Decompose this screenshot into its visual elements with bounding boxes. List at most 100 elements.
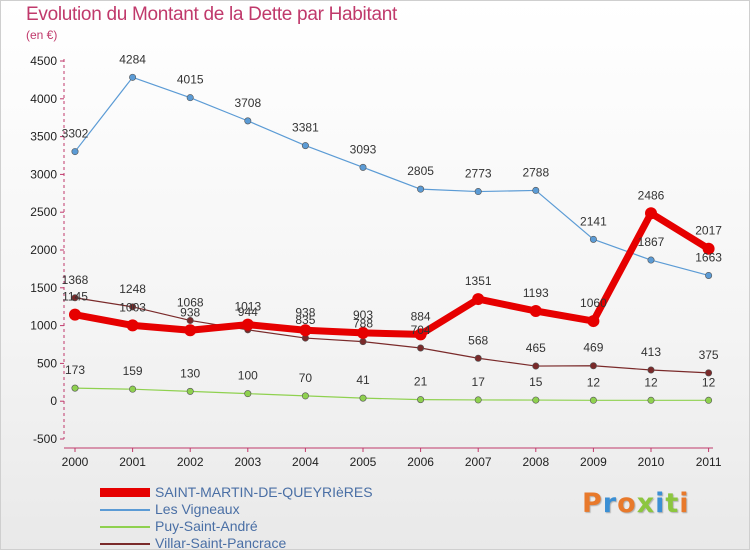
data-point bbox=[129, 385, 137, 393]
data-label: 1663 bbox=[695, 250, 722, 264]
data-label: 159 bbox=[123, 364, 143, 378]
data-label: 3708 bbox=[234, 96, 261, 110]
data-point bbox=[184, 324, 197, 337]
data-label: 17 bbox=[472, 375, 486, 389]
y-tick-label: 0 bbox=[50, 394, 57, 408]
series-line-1 bbox=[74, 76, 709, 277]
data-point bbox=[417, 396, 425, 404]
data-point bbox=[589, 235, 597, 243]
legend-label: SAINT-MARTIN-DE-QUEYRIèRES bbox=[155, 484, 373, 500]
chart-subtitle: (en €) bbox=[26, 28, 58, 42]
data-label: 41 bbox=[356, 373, 370, 387]
series-line-3 bbox=[74, 297, 709, 374]
data-label: 938 bbox=[295, 305, 315, 319]
data-point bbox=[647, 366, 655, 374]
data-label: 1248 bbox=[119, 282, 146, 296]
y-tick-label: 3500 bbox=[30, 130, 57, 144]
series-line-2 bbox=[74, 387, 709, 401]
data-label: 903 bbox=[353, 308, 373, 322]
data-point bbox=[359, 338, 367, 346]
data-label: 413 bbox=[641, 345, 661, 359]
data-point bbox=[71, 384, 79, 392]
data-point bbox=[587, 315, 600, 328]
data-label: 2788 bbox=[522, 165, 549, 179]
y-tick-label: 4500 bbox=[30, 54, 57, 68]
y-tick-label: 2500 bbox=[30, 205, 57, 219]
data-point bbox=[705, 369, 713, 377]
legend-swatch bbox=[100, 509, 150, 511]
data-point bbox=[69, 308, 81, 321]
legend-label: Les Vigneaux bbox=[155, 501, 240, 517]
data-label: 1351 bbox=[465, 274, 492, 288]
data-point bbox=[414, 328, 427, 341]
data-label: 1193 bbox=[523, 286, 549, 300]
data-point bbox=[705, 271, 713, 279]
data-point bbox=[417, 185, 425, 193]
data-label: 3093 bbox=[350, 142, 377, 156]
data-label: 3302 bbox=[62, 127, 89, 141]
data-point bbox=[529, 305, 542, 318]
y-tick-label: 2000 bbox=[30, 243, 57, 257]
legend-label: Puy-Saint-André bbox=[155, 518, 258, 534]
legend-swatch bbox=[100, 488, 150, 497]
data-point bbox=[705, 396, 713, 404]
y-tick-label: 4000 bbox=[30, 92, 57, 106]
data-label: 2017 bbox=[695, 224, 722, 238]
data-point bbox=[645, 207, 657, 220]
data-label: 1867 bbox=[638, 235, 665, 249]
x-tick-label: 2006 bbox=[407, 455, 434, 469]
y-tick-label: -500 bbox=[33, 432, 57, 446]
data-point bbox=[186, 316, 194, 324]
data-label: 568 bbox=[468, 333, 488, 347]
data-label: 2486 bbox=[638, 188, 665, 202]
data-label: 944 bbox=[238, 305, 258, 319]
data-point bbox=[647, 256, 655, 264]
y-tick-label: 1000 bbox=[30, 319, 57, 333]
y-tick-label: 500 bbox=[37, 356, 57, 370]
data-point bbox=[186, 94, 194, 102]
data-point bbox=[647, 396, 655, 404]
data-label: 173 bbox=[65, 363, 85, 377]
data-point bbox=[241, 318, 254, 331]
data-label: 12 bbox=[587, 375, 601, 389]
data-point bbox=[359, 394, 367, 402]
data-point bbox=[589, 396, 597, 404]
data-point bbox=[472, 293, 485, 306]
data-point bbox=[359, 163, 367, 171]
data-label: 2805 bbox=[407, 164, 434, 178]
legend-label: Villar-Saint-Pancrace bbox=[155, 535, 287, 551]
data-label: 375 bbox=[699, 348, 719, 362]
data-label: 130 bbox=[180, 366, 200, 380]
series-line-0 bbox=[74, 209, 711, 338]
data-label: 12 bbox=[644, 375, 658, 389]
y-tick-label: 1500 bbox=[30, 281, 57, 295]
proxiti-logo: Proxiti bbox=[582, 488, 690, 519]
x-tick-label: 2009 bbox=[580, 455, 607, 469]
x-tick-label: 2011 bbox=[696, 455, 722, 469]
data-label: 100 bbox=[238, 369, 258, 383]
data-label: 704 bbox=[411, 323, 431, 337]
data-point bbox=[186, 387, 194, 395]
data-point bbox=[474, 188, 482, 196]
data-point bbox=[244, 117, 252, 125]
data-label: 21 bbox=[414, 375, 428, 389]
data-point bbox=[474, 354, 482, 362]
data-point bbox=[301, 142, 309, 150]
data-point bbox=[129, 303, 137, 311]
data-point bbox=[299, 324, 312, 337]
legend-swatch bbox=[100, 543, 150, 545]
data-label: 15 bbox=[529, 375, 543, 389]
data-label: 3381 bbox=[292, 121, 319, 135]
x-tick-label: 2002 bbox=[177, 455, 204, 469]
data-point bbox=[244, 390, 252, 398]
data-label: 2141 bbox=[580, 214, 607, 228]
data-label: 1013 bbox=[234, 300, 261, 314]
x-tick-label: 2003 bbox=[234, 455, 261, 469]
data-label: 4284 bbox=[119, 52, 146, 66]
x-tick-label: 2005 bbox=[350, 455, 377, 469]
data-label: 465 bbox=[526, 341, 546, 355]
data-point bbox=[71, 294, 79, 302]
data-label: 2773 bbox=[465, 167, 492, 181]
data-label: 1145 bbox=[62, 290, 88, 304]
x-tick-label: 2010 bbox=[638, 455, 665, 469]
